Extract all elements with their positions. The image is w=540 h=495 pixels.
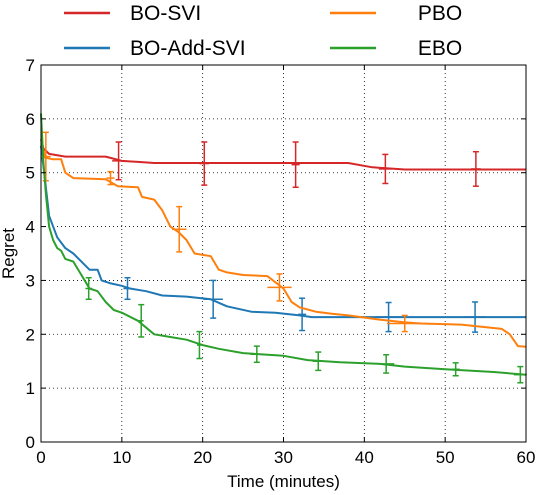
y-tick-label: 3: [26, 271, 35, 290]
legend: BO-SVI BO-Add-SVI PBO EBO: [64, 2, 462, 60]
x-axis-label: Time (minutes): [227, 472, 340, 491]
x-tick-label: 50: [436, 448, 455, 467]
series-layer: [40, 113, 527, 384]
error-bar-bo-svi: [112, 141, 126, 181]
x-tick-label: 30: [274, 448, 293, 467]
y-tick-label: 7: [26, 56, 35, 75]
series-bo-svi: [40, 139, 526, 189]
error-bar-bo-svi: [199, 141, 210, 186]
error-bar-bo-add-svi: [203, 279, 223, 319]
series-ebo: [40, 113, 527, 384]
error-bar-bo-add-svi: [376, 301, 401, 333]
y-tick-label: 2: [26, 325, 35, 344]
x-tick-label: 40: [355, 448, 374, 467]
error-bar-ebo: [513, 365, 527, 384]
y-tick-label: 6: [26, 110, 35, 129]
error-bar-ebo: [138, 303, 145, 338]
error-bar-pbo: [267, 273, 292, 302]
series-bo-add-svi: [40, 145, 526, 333]
error-bar-bo-add-svi: [298, 297, 307, 332]
series-line-ebo: [40, 113, 527, 376]
x-tick-label: 10: [112, 448, 131, 467]
error-bar-bo-svi: [378, 153, 392, 185]
error-bar-ebo: [85, 276, 92, 301]
error-bar-ebo: [250, 345, 264, 364]
legend-label-bo-add-svi: BO-Add-SVI: [130, 37, 246, 60]
error-bar-ebo: [196, 330, 203, 360]
grid: [41, 65, 526, 442]
legend-label-bo-svi: BO-SVI: [130, 2, 201, 25]
error-bar-ebo: [378, 354, 395, 374]
y-tick-label: 0: [26, 433, 35, 452]
series-pbo: [40, 131, 527, 348]
error-bar-bo-add-svi: [464, 301, 486, 333]
legend-item-ebo: EBO: [330, 37, 462, 60]
error-bar-pbo: [106, 170, 115, 186]
error-bar-pbo: [171, 205, 187, 253]
y-tick-label: 4: [26, 218, 35, 237]
error-bar-bo-svi: [471, 150, 481, 187]
legend-item-bo-add-svi: BO-Add-SVI: [64, 37, 246, 60]
legend-label-pbo: PBO: [418, 2, 462, 25]
error-bar-pbo: [386, 314, 423, 333]
y-tick-label: 1: [26, 379, 35, 398]
error-bar-bo-add-svi: [123, 276, 132, 301]
series-line-bo-add-svi: [40, 145, 526, 319]
y-axis-label: Regret: [0, 228, 18, 279]
x-tick-label: 20: [193, 448, 212, 467]
legend-item-pbo: PBO: [330, 2, 462, 25]
series-line-bo-svi: [40, 139, 526, 171]
y-tick-label: 5: [26, 164, 35, 183]
legend-item-bo-svi: BO-SVI: [64, 2, 201, 25]
error-bar-bo-svi: [291, 141, 300, 189]
error-bar-ebo: [312, 351, 324, 372]
x-tick-label: 0: [36, 448, 45, 467]
x-tick-label: 60: [517, 448, 536, 467]
error-bar-ebo: [451, 362, 460, 377]
tick-layer: 0 10 20 30 40 50 60 0 1 2 3 4 5 6 7: [26, 56, 536, 467]
legend-label-ebo: EBO: [418, 37, 462, 60]
